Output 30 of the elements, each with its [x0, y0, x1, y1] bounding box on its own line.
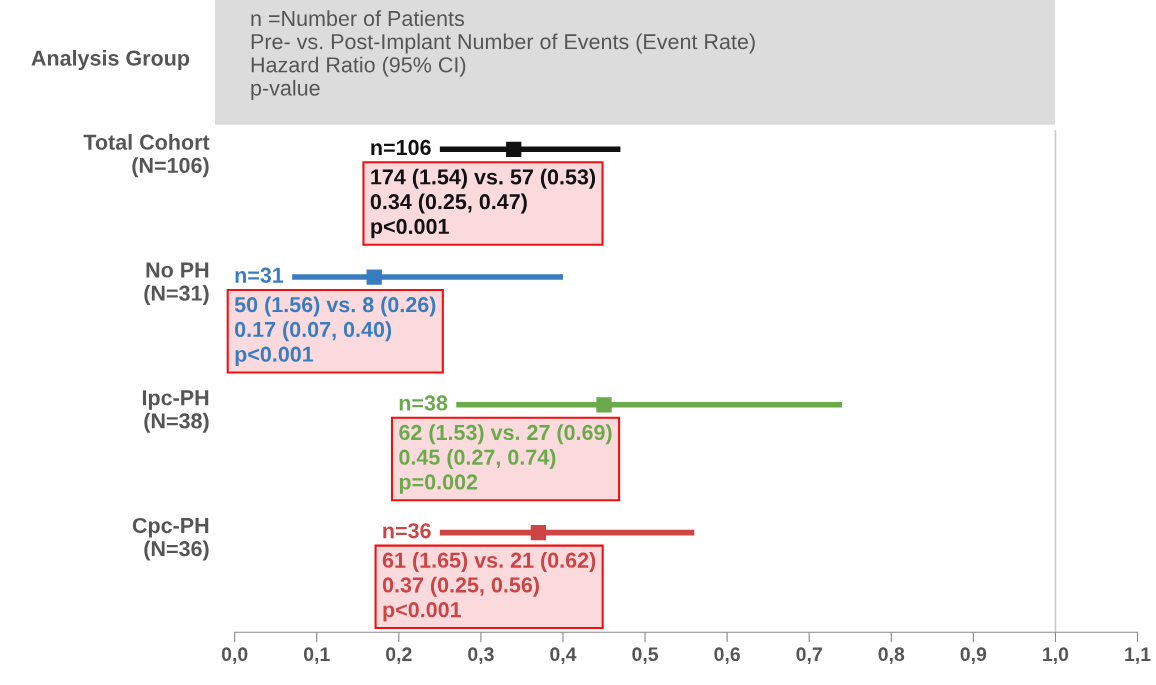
x-tick-label: 0,5	[632, 647, 659, 664]
y-tick-label: Cpc-PH (N=36)	[132, 517, 209, 561]
annotation: 62 (1.53) vs. 27 (0.69) 0.45 (0.27, 0.74) p=0.002	[399, 424, 612, 494]
annotation: 174 (1.54) vs. 57 (0.53) 0.34 (0.25, 0.47) p<0.001	[370, 168, 596, 239]
annotation: n=31	[235, 267, 284, 283]
x-tick-label: 0,4	[550, 647, 577, 664]
y-tick-label: No PH (N=31)	[144, 262, 209, 306]
x-tick-label: 1,0	[1043, 647, 1069, 664]
x-tick-label: 0,3	[468, 647, 494, 664]
y-tick-label: Total Cohort (N=106)	[83, 134, 210, 178]
x-tick-label: 1,1	[1125, 647, 1151, 664]
x-tick-label: 0,6	[714, 647, 740, 664]
chart-title: n =Number of Patients Pre- vs. Post-Implant Number of Events (Event Rate) Hazard Ratio (95% CI) p-value	[251, 10, 755, 100]
point	[530, 524, 546, 541]
y-tick-label: Ipc-PH (N=38)	[142, 390, 209, 433]
point	[366, 269, 382, 285]
annotation: n=38	[399, 395, 448, 411]
annotation: n=106	[371, 139, 431, 156]
y-axis-title: Analysis Group	[31, 49, 190, 71]
x-tick-label: 0,1	[304, 647, 330, 664]
point	[596, 397, 612, 413]
x-tick-label: 0,2	[386, 647, 412, 664]
point	[506, 141, 522, 157]
x-tick-label: 0,0	[221, 647, 248, 664]
annotation: n=36	[383, 523, 431, 539]
annotation: 50 (1.56) vs. 8 (0.26) 0.17 (0.07, 0.40) p<0.001	[234, 296, 436, 367]
annotation: 61 (1.65) vs. 21 (0.62) 0.37 (0.25, 0.56) p<0.001	[382, 552, 596, 622]
x-tick-label: 0,8	[878, 647, 905, 664]
x-tick-label: 0,9	[960, 647, 987, 664]
x-tick-label: 0,7	[796, 647, 822, 664]
